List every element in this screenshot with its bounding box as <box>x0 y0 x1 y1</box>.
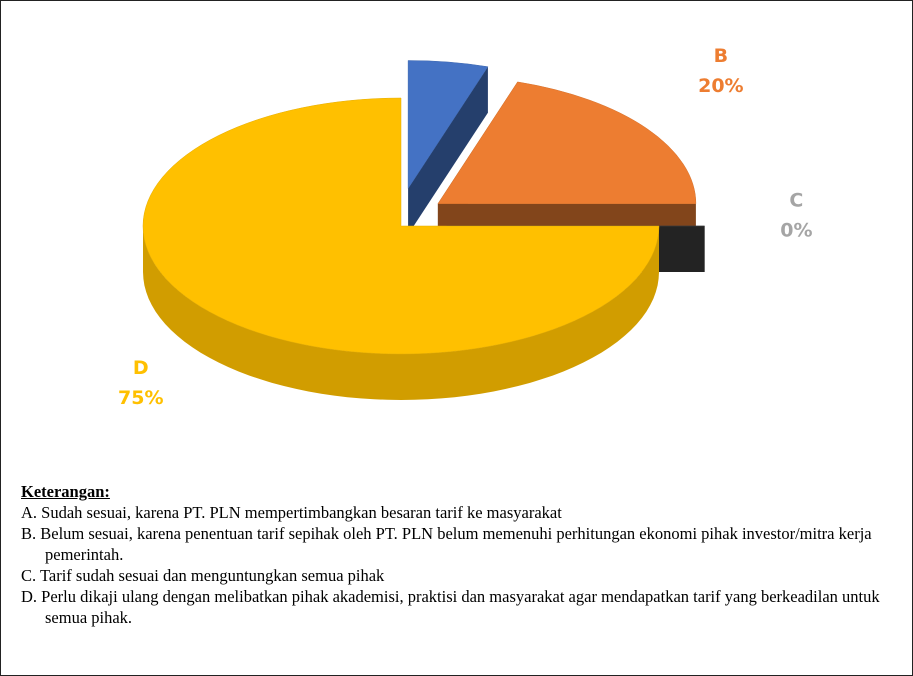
note-item: B. Belum sesuai, karena penentuan tarif … <box>21 524 872 564</box>
note-item: A. Sudah sesuai, karena PT. PLN memperti… <box>21 503 562 522</box>
slice <box>407 60 489 190</box>
slice-side <box>143 226 659 400</box>
value-label: 20% <box>698 75 743 97</box>
note-item: C. Tarif sudah sesuai dan menguntungkan … <box>21 566 385 585</box>
legend-notes: Keterangan: A. Sudah sesuai, karena PT. … <box>21 481 906 628</box>
category-label: D <box>133 357 149 379</box>
category-label: C <box>789 190 803 212</box>
slice <box>142 97 660 355</box>
pie-chart: A5%B20%C0%D75% <box>118 45 812 409</box>
value-label: 75% <box>118 387 163 409</box>
notes-title: Keterangan: <box>21 482 110 501</box>
value-label: 0% <box>780 220 812 242</box>
slice <box>437 81 697 204</box>
category-label: B <box>714 45 728 67</box>
slice-cut-face <box>408 66 488 235</box>
note-item: D. Perlu dikaji ulang dengan melibatkan … <box>21 587 880 627</box>
